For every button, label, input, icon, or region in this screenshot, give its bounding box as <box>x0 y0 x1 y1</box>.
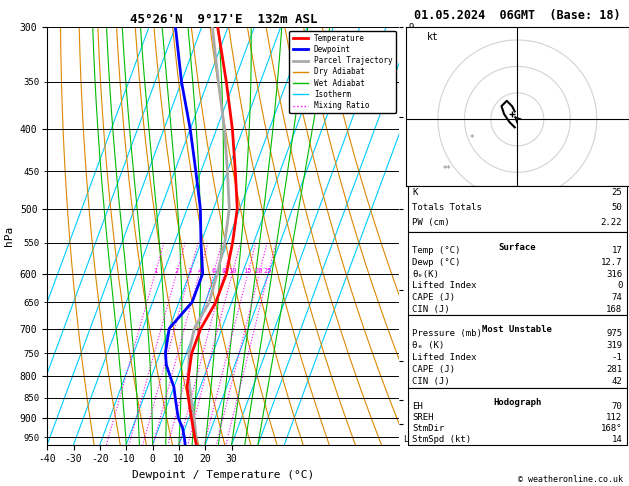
Text: km
ASL: km ASL <box>424 247 440 266</box>
Text: 4: 4 <box>198 268 201 274</box>
Text: CIN (J): CIN (J) <box>413 377 450 386</box>
Text: Hodograph: Hodograph <box>493 398 542 407</box>
Text: SREH: SREH <box>413 413 434 422</box>
Text: ///: /// <box>413 228 427 237</box>
Text: θₑ (K): θₑ (K) <box>413 341 445 350</box>
Text: Mixing Ratio (g/kg): Mixing Ratio (g/kg) <box>433 185 443 287</box>
Text: ///: /// <box>413 336 427 345</box>
Text: © weatheronline.co.uk: © weatheronline.co.uk <box>518 474 623 484</box>
X-axis label: Dewpoint / Temperature (°C): Dewpoint / Temperature (°C) <box>132 470 314 480</box>
Text: 316: 316 <box>606 270 622 279</box>
Text: 50: 50 <box>611 203 622 212</box>
Legend: Temperature, Dewpoint, Parcel Trajectory, Dry Adiabat, Wet Adiabat, Isotherm, Mi: Temperature, Dewpoint, Parcel Trajectory… <box>289 31 396 113</box>
Text: 42: 42 <box>611 377 622 386</box>
Text: Surface: Surface <box>499 243 536 252</box>
Text: 319: 319 <box>606 341 622 350</box>
Text: 0: 0 <box>617 281 622 291</box>
Text: ///: /// <box>413 425 427 434</box>
Title: 45°26'N  9°17'E  132m ASL: 45°26'N 9°17'E 132m ASL <box>130 13 317 26</box>
Text: 1: 1 <box>153 268 157 274</box>
Text: >>>: >>> <box>413 64 427 73</box>
Text: 20: 20 <box>255 268 264 274</box>
Text: 6: 6 <box>211 268 216 274</box>
Text: θₑ(K): θₑ(K) <box>413 270 439 279</box>
Text: Temp (°C): Temp (°C) <box>413 246 461 256</box>
Text: 25: 25 <box>611 188 622 197</box>
Text: 2.22: 2.22 <box>601 218 622 226</box>
Text: 70: 70 <box>611 402 622 411</box>
Text: PW (cm): PW (cm) <box>413 218 450 226</box>
Text: 281: 281 <box>606 365 622 374</box>
Text: 8: 8 <box>222 268 226 274</box>
Text: Totals Totals: Totals Totals <box>413 203 482 212</box>
Text: CAPE (J): CAPE (J) <box>413 293 455 302</box>
Text: -1: -1 <box>611 353 622 362</box>
Text: **: ** <box>443 165 452 174</box>
Text: StmDir: StmDir <box>413 424 445 433</box>
Text: 975: 975 <box>606 330 622 338</box>
Text: 168: 168 <box>606 305 622 314</box>
Text: Lifted Index: Lifted Index <box>413 353 477 362</box>
Text: Pressure (mb): Pressure (mb) <box>413 330 482 338</box>
Text: ///: /// <box>413 156 427 166</box>
Text: ///: /// <box>413 437 427 446</box>
Text: 25: 25 <box>264 268 272 274</box>
Bar <box>408 315 626 388</box>
Text: LCL: LCL <box>403 435 418 444</box>
Text: 01.05.2024  06GMT  (Base: 18): 01.05.2024 06GMT (Base: 18) <box>414 9 621 22</box>
Text: ///: /// <box>413 398 427 407</box>
Y-axis label: hPa: hPa <box>4 226 14 246</box>
Text: 74: 74 <box>611 293 622 302</box>
Text: CIN (J): CIN (J) <box>413 305 450 314</box>
Text: StmSpd (kt): StmSpd (kt) <box>413 435 472 444</box>
Text: Most Unstable: Most Unstable <box>482 326 552 334</box>
Bar <box>408 186 626 232</box>
Bar <box>408 388 626 445</box>
Text: 15: 15 <box>243 268 252 274</box>
Text: kt: kt <box>427 32 439 42</box>
Text: 3: 3 <box>187 268 192 274</box>
Text: *: * <box>470 134 474 142</box>
Text: 2: 2 <box>174 268 179 274</box>
Text: Dewp (°C): Dewp (°C) <box>413 258 461 267</box>
Text: 168°: 168° <box>601 424 622 433</box>
Text: Lifted Index: Lifted Index <box>413 281 477 291</box>
Text: 10: 10 <box>228 268 237 274</box>
Text: 12.7: 12.7 <box>601 258 622 267</box>
Text: 17: 17 <box>611 246 622 256</box>
Bar <box>408 232 626 315</box>
Text: EH: EH <box>413 402 423 411</box>
Text: K: K <box>413 188 418 197</box>
Text: 14: 14 <box>611 435 622 444</box>
Text: CAPE (J): CAPE (J) <box>413 365 455 374</box>
Text: 112: 112 <box>606 413 622 422</box>
